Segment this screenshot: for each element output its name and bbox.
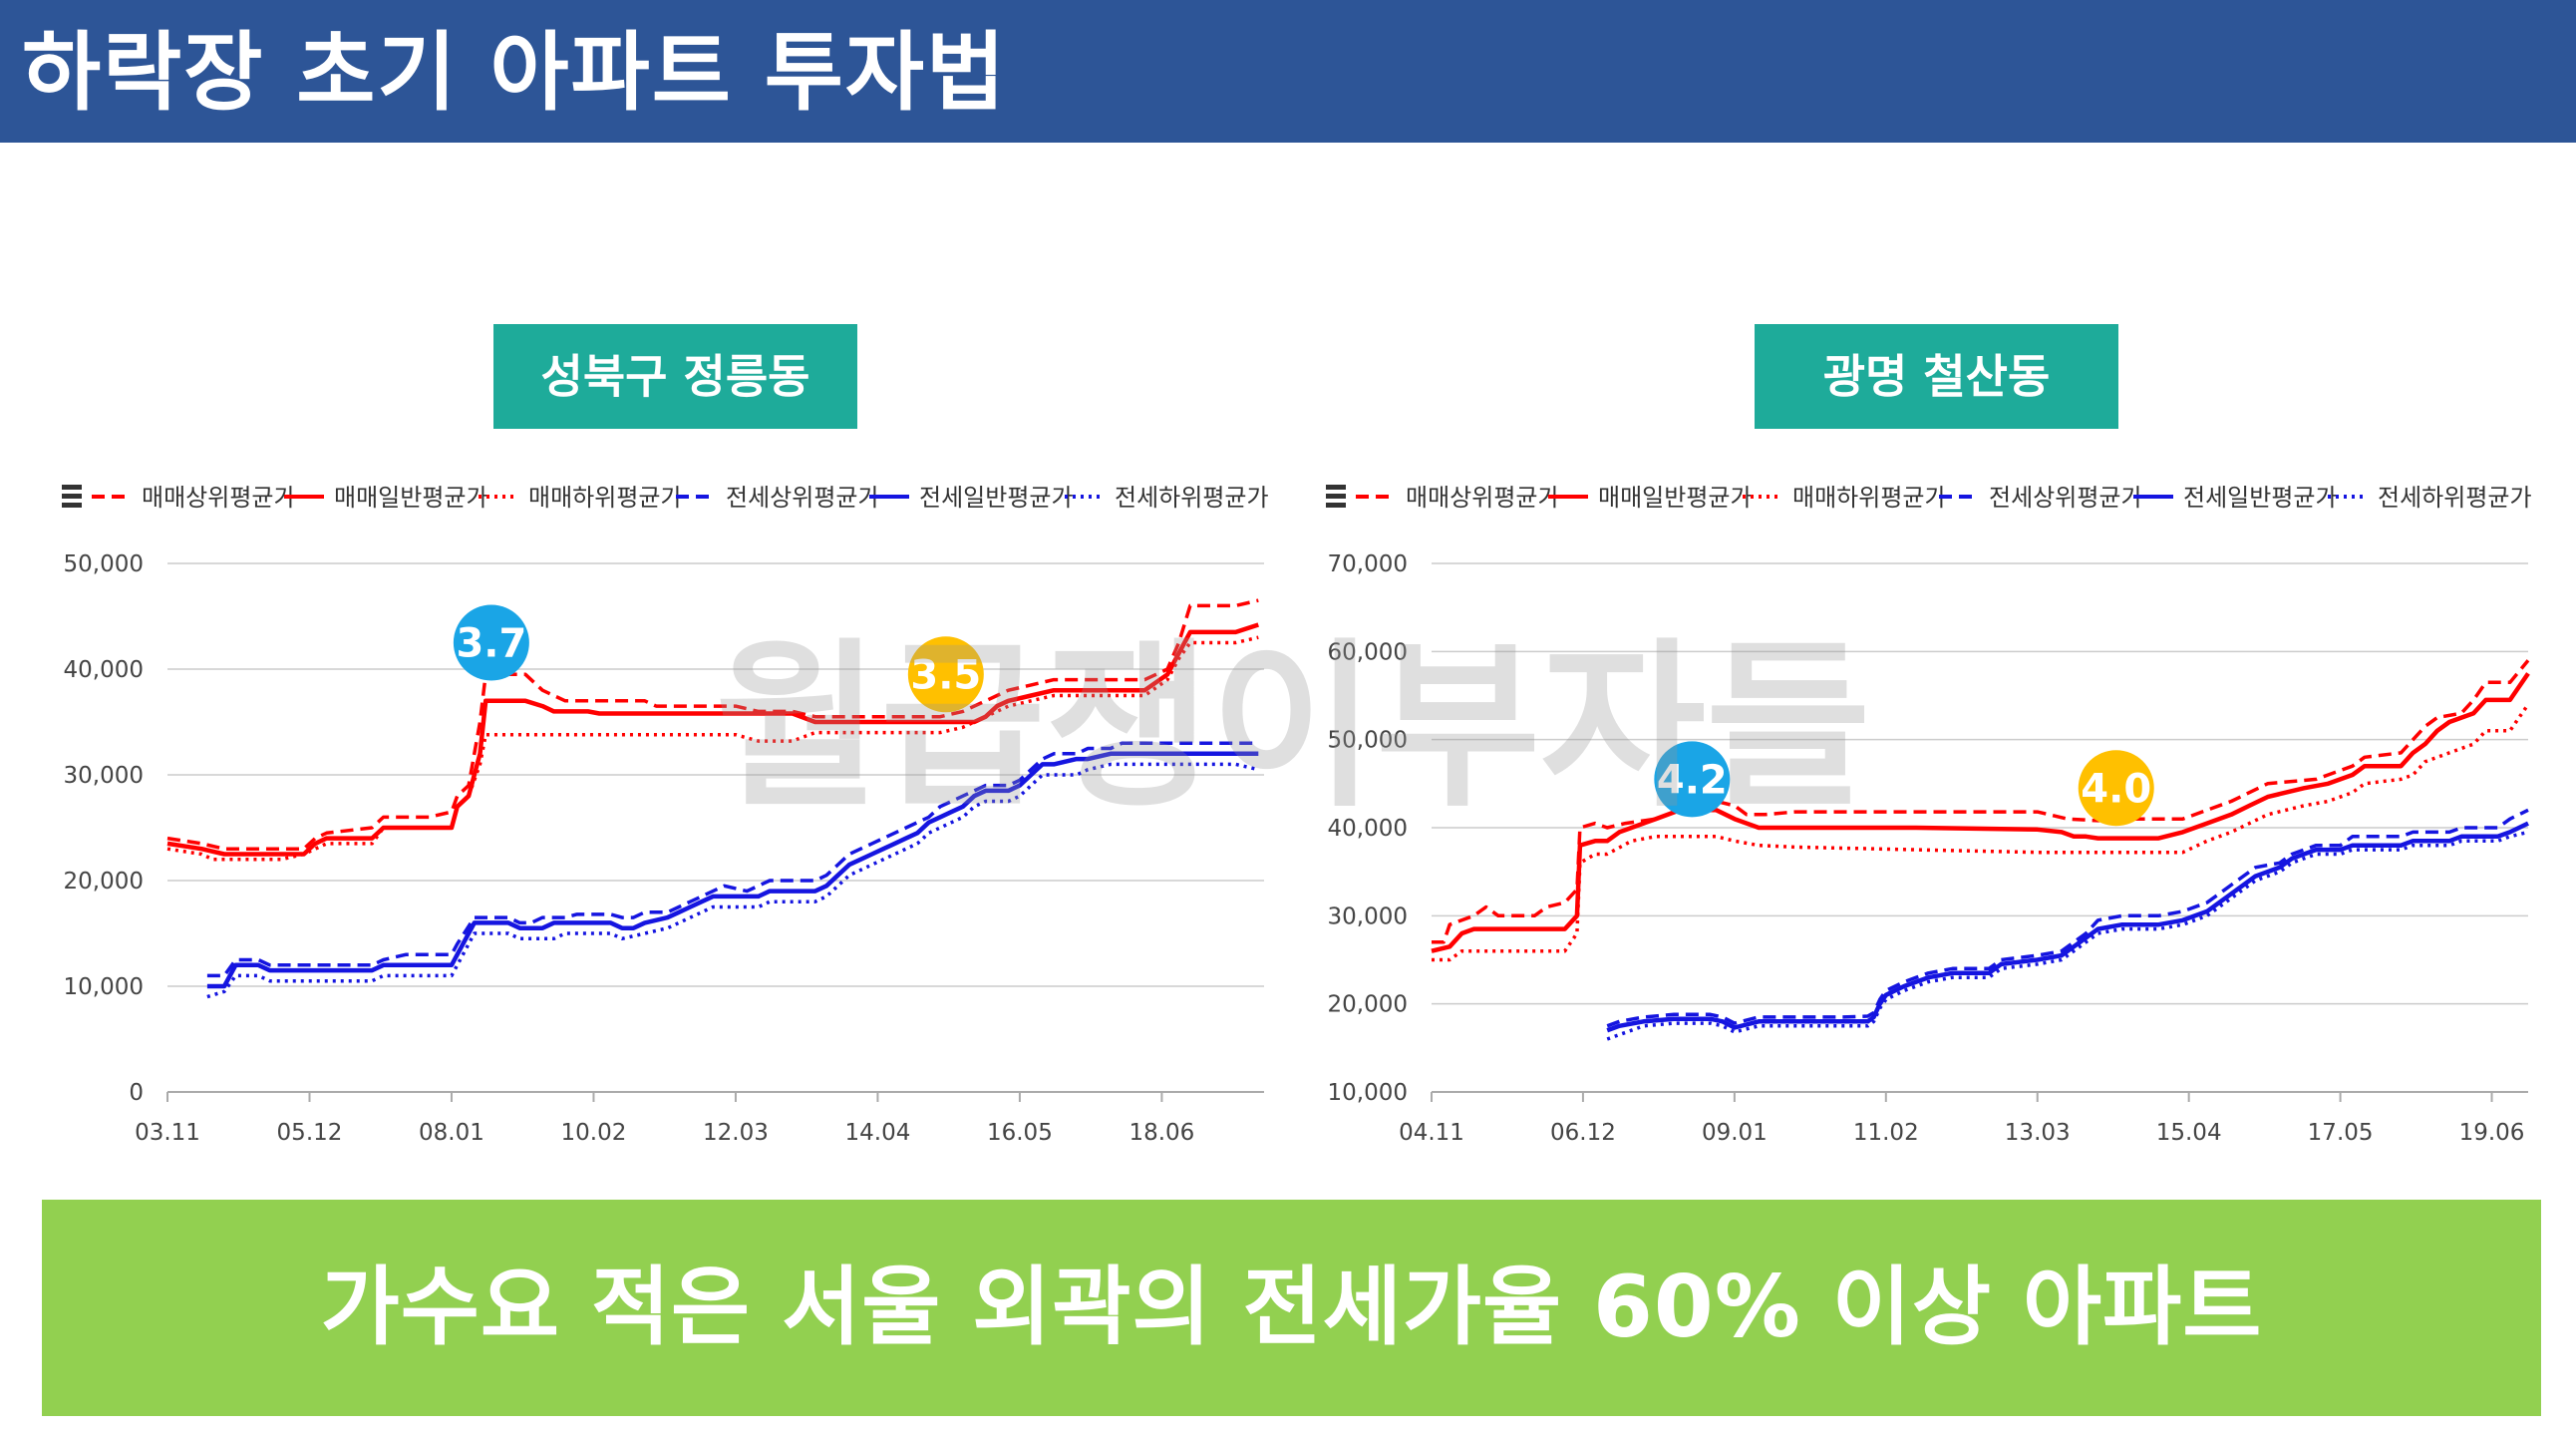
y-tick-label: 60,000 (1328, 639, 1408, 665)
y-tick-label: 10,000 (64, 974, 144, 1000)
x-tick-label: 04.11 (1399, 1120, 1464, 1146)
x-tick-label: 16.05 (987, 1120, 1053, 1146)
x-tick-label: 18.06 (1128, 1120, 1194, 1146)
series-line (1432, 703, 2530, 962)
series-line (166, 635, 1259, 862)
y-tick-label: 0 (129, 1080, 144, 1106)
y-tick-label: 20,000 (64, 869, 144, 895)
series-line (166, 598, 1259, 851)
legend-label: 매매일반평균가 (1598, 484, 1753, 512)
legend-label: 전세일반평균가 (919, 484, 1074, 512)
legend-menu-icon[interactable] (1326, 494, 1346, 499)
series-line (1432, 659, 2530, 944)
legend-menu-icon[interactable] (62, 485, 82, 490)
legend-menu-icon[interactable] (62, 503, 82, 508)
y-tick-label: 10,000 (1328, 1080, 1408, 1106)
header-bar: 하락장 초기 아파트 투자법 (0, 0, 2576, 143)
x-tick-label: 15.04 (2156, 1120, 2222, 1146)
x-tick-label: 08.01 (419, 1120, 484, 1146)
legend-label: 전세상위평균가 (726, 484, 880, 512)
page-title: 하락장 초기 아파트 투자법 (22, 23, 1008, 123)
series-line (1606, 808, 2529, 1028)
annotation-label: 4.0 (2081, 766, 2151, 812)
legend-label: 매매일반평균가 (334, 484, 488, 512)
annotation-badge (2078, 750, 2154, 827)
y-tick-label: 30,000 (64, 763, 144, 789)
y-tick-label: 20,000 (1328, 992, 1408, 1018)
legend-label: 매매상위평균가 (142, 484, 296, 512)
y-tick-label: 40,000 (64, 657, 144, 683)
y-tick-label: 50,000 (64, 551, 144, 577)
series-line (206, 751, 1259, 989)
legend-menu-icon[interactable] (1326, 485, 1346, 490)
x-tick-label: 19.06 (2459, 1120, 2525, 1146)
legend-label: 전세하위평균가 (2378, 484, 2532, 512)
x-tick-label: 12.03 (703, 1120, 769, 1146)
annotation-badge (453, 604, 529, 681)
annotation-label: 3.7 (456, 621, 526, 667)
x-tick-label: 03.11 (135, 1120, 200, 1146)
legend-label: 전세하위평균가 (1115, 484, 1269, 512)
x-tick-label: 17.05 (2308, 1120, 2374, 1146)
x-tick-label: 09.01 (1702, 1120, 1768, 1146)
legend-label: 전세상위평균가 (1989, 484, 2143, 512)
annotation-label: 3.5 (910, 652, 981, 698)
legend-label: 매매하위평균가 (1792, 484, 1947, 512)
series-line (1606, 821, 2529, 1033)
legend-label: 매매상위평균가 (1406, 484, 1560, 512)
annotation-badge (1654, 741, 1731, 818)
x-tick-label: 13.03 (2005, 1120, 2071, 1146)
y-tick-label: 70,000 (1328, 551, 1408, 577)
series-line (206, 762, 1259, 999)
y-tick-label: 40,000 (1328, 816, 1408, 842)
footer-banner: 가수요 적은 서울 외곽의 전세가율 60% 이상 아파트 (42, 1200, 2541, 1416)
legend-label: 전세일반평균가 (2183, 484, 2338, 512)
x-tick-label: 10.02 (561, 1120, 627, 1146)
annotation-label: 4.2 (1657, 757, 1728, 803)
x-tick-label: 14.04 (845, 1120, 911, 1146)
series-line (1431, 672, 2530, 953)
region-title: 성북구 정릉동 (541, 350, 810, 404)
series-line (206, 741, 1259, 978)
series-line (166, 622, 1259, 857)
x-tick-label: 11.02 (1853, 1120, 1919, 1146)
region-title: 광명 철산동 (1823, 350, 2051, 404)
region-title-box (493, 324, 857, 429)
footer-text: 가수요 적은 서울 외곽의 전세가율 60% 이상 아파트 (320, 1258, 2263, 1357)
legend-menu-icon[interactable] (62, 494, 82, 499)
annotation-badge (907, 636, 984, 713)
x-tick-label: 05.12 (277, 1120, 343, 1146)
region-title-box (1755, 324, 2118, 429)
y-tick-label: 30,000 (1328, 903, 1408, 929)
series-line (1606, 830, 2529, 1041)
x-tick-label: 06.12 (1550, 1120, 1616, 1146)
y-tick-label: 50,000 (1328, 728, 1408, 754)
legend-menu-icon[interactable] (1326, 503, 1346, 508)
legend-label: 매매하위평균가 (528, 484, 683, 512)
